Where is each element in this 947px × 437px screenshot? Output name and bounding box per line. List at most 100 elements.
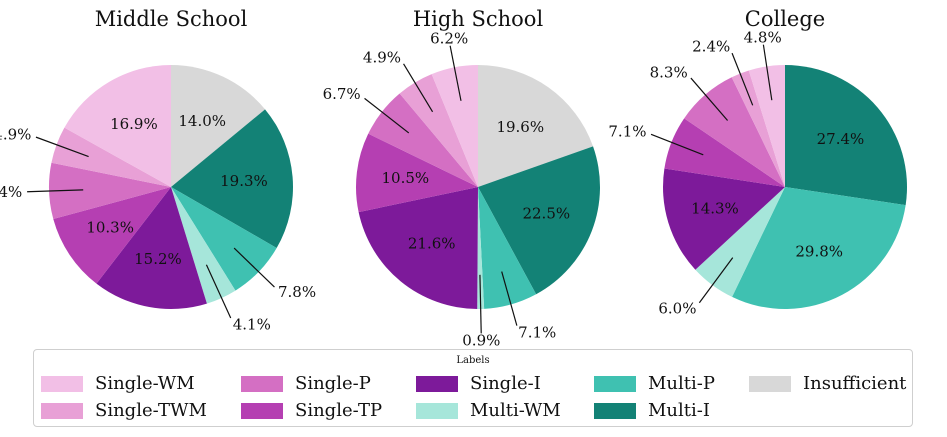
chart-title: College <box>745 7 825 31</box>
pie-middle-school: Middle School 14.0% 19.3% 7.8% 4.1% 15.2%10.3… <box>0 7 316 334</box>
chart-title: High School <box>413 7 544 31</box>
legend-item-multi-i: Multi-I <box>594 400 710 421</box>
slice-label-multi-p: 7.1% <box>518 324 556 342</box>
pie-slice-multi-p <box>171 187 277 291</box>
legend-item-single-tp: Single-TP <box>241 400 382 421</box>
pie-high-school: High School 19.6% 22.5% 7.1% 0.9% 21.6% 10.5% 6… <box>323 7 600 350</box>
legend-label: Multi-WM <box>470 400 561 421</box>
slice-label-multi-p: 29.8% <box>795 243 843 261</box>
leader-line-single-twm <box>35 136 89 158</box>
legend-swatch <box>416 402 458 419</box>
legend-label: Single-TP <box>295 400 383 421</box>
leader-line-single-twm <box>731 52 754 106</box>
legend-swatch <box>594 375 636 392</box>
legend-label: Single-WM <box>95 373 195 394</box>
slice-label-single-tp: 10.5% <box>382 169 430 187</box>
pie-slice-single-tp <box>356 133 478 213</box>
pie-slice-single-p <box>684 77 785 187</box>
legend-swatch <box>749 375 791 392</box>
pie-slice-single-i <box>358 187 478 309</box>
leader-line-single-p <box>27 189 84 193</box>
leader-line-single-p <box>690 77 729 121</box>
slice-label-single-twm: 4.9% <box>0 126 31 144</box>
slice-label-single-i: 21.6% <box>408 235 456 253</box>
pie-slice-single-twm <box>399 74 478 187</box>
slice-label-single-i: 14.3% <box>691 199 739 217</box>
legend-item-single-wm: Single-WM <box>41 373 195 394</box>
pie-slice-single-tp <box>53 187 171 284</box>
pie-slice-single-wm <box>748 65 785 187</box>
legend-item-single-twm: Single-TWM <box>41 400 207 421</box>
slice-label-single-p: 6.7% <box>323 85 361 103</box>
pie-slice-single-twm <box>731 70 785 187</box>
legend-label: Insufficient <box>803 373 907 394</box>
pie-slice-single-i <box>96 187 207 309</box>
legend-label: Single-TWM <box>95 400 207 421</box>
pie-slice-multi-i <box>785 65 907 206</box>
pie-slice-insufficient <box>478 65 594 187</box>
slice-label-multi-i: 27.4% <box>817 130 865 148</box>
slice-label-multi-p: 7.8% <box>278 283 316 301</box>
leader-line-multi-p <box>501 271 518 326</box>
leader-line-single-wm <box>449 45 462 101</box>
pie-slice-single-p <box>49 162 172 220</box>
leader-line-single-p <box>364 97 410 134</box>
slice-label-single-wm: 4.8% <box>744 28 782 46</box>
slice-label-single-p: 8.3% <box>650 64 688 82</box>
leader-line-single-twm <box>403 63 434 113</box>
legend-label: Multi-I <box>648 400 710 421</box>
slice-label-multi-wm: 6.0% <box>658 300 696 318</box>
pie-slice-single-tp <box>664 118 785 187</box>
legend: Labels Single-WM Single-TWM Single-P Single… <box>33 349 913 427</box>
pie-college: College 27.4% 29.8% 6.0% 14.3% 7.1% 8.3%2.4% 4.… <box>608 7 907 318</box>
legend-item-single-p: Single-P <box>241 373 371 394</box>
leader-line-multi-wm <box>205 264 232 319</box>
slice-label-single-twm: 4.9% <box>363 49 401 67</box>
legend-item-insufficient: Insufficient <box>749 373 906 394</box>
slice-label-single-i: 15.2% <box>134 250 182 268</box>
legend-item-single-i: Single-I <box>416 373 541 394</box>
leader-line-multi-p <box>233 247 275 288</box>
slice-label-single-wm: 6.2% <box>430 30 468 48</box>
leader-line-single-wm <box>762 44 773 101</box>
slice-label-single-p: 7.4% <box>0 183 22 201</box>
legend-swatch <box>241 402 283 419</box>
pie-slice-multi-wm <box>171 187 236 304</box>
pie-slice-single-wm <box>431 65 478 187</box>
legend-swatch <box>416 375 458 392</box>
legend-item-multi-p: Multi-P <box>594 373 715 394</box>
pie-slice-multi-wm <box>695 187 785 297</box>
pie-slice-multi-i <box>171 109 293 248</box>
pie-slice-single-wm <box>64 64 171 187</box>
pie-slice-insufficient <box>171 65 266 187</box>
slice-label-multi-i: 22.5% <box>522 204 570 222</box>
slice-label-single-tp: 10.3% <box>86 219 134 237</box>
pie-slice-multi-i <box>478 146 600 295</box>
leader-line-multi-wm <box>698 257 734 304</box>
slice-label-multi-wm: 0.9% <box>462 332 500 350</box>
leader-line-single-tp <box>650 133 704 156</box>
slice-label-multi-wm: 4.1% <box>233 316 271 334</box>
slice-label-multi-i: 19.3% <box>220 172 268 190</box>
leader-line-multi-wm <box>479 274 482 334</box>
chart-title: Middle School <box>95 7 248 31</box>
legend-label: Multi-P <box>648 373 715 394</box>
pie-slice-multi-p <box>732 187 906 309</box>
slice-label-insufficient: 14.0% <box>178 112 226 130</box>
legend-swatch <box>241 375 283 392</box>
slice-label-single-wm: 16.9% <box>110 115 158 133</box>
slice-label-single-twm: 2.4% <box>692 37 730 55</box>
slice-label-single-tp: 7.1% <box>608 123 646 141</box>
legend-title: Labels <box>456 355 490 366</box>
pie-slice-multi-p <box>478 187 537 309</box>
legend-swatch <box>594 402 636 419</box>
legend-label: Single-I <box>470 373 541 394</box>
pie-slice-single-twm <box>51 127 171 187</box>
pie-slice-single-i <box>662 168 785 270</box>
legend-item-multi-wm: Multi-WM <box>416 400 561 421</box>
legend-swatch <box>41 402 83 419</box>
pie-slice-multi-wm <box>477 187 485 309</box>
legend-label: Single-P <box>295 373 371 394</box>
pie-slice-single-p <box>368 93 478 187</box>
